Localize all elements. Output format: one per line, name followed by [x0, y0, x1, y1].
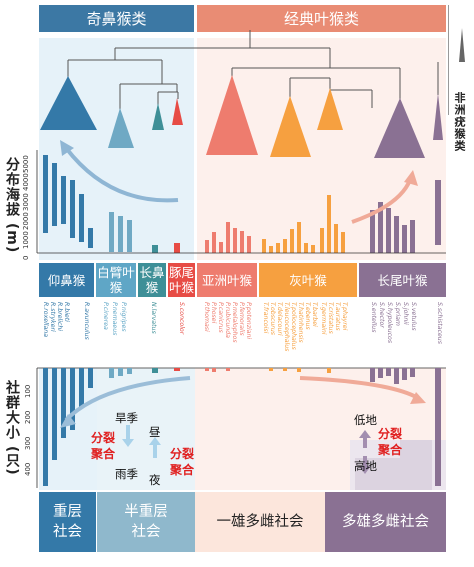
species-name: T.barbei	[311, 302, 318, 327]
category-nasalis: 长鼻猴	[138, 263, 166, 297]
category-presbytis: 亚洲叶猴	[197, 263, 257, 297]
triangle-colobus	[433, 93, 443, 140]
species-name: P.thomasi	[203, 302, 210, 332]
species-name: T.auratus	[334, 302, 341, 331]
group-tick: 100	[24, 384, 32, 398]
species-name: R.roxellana	[42, 302, 49, 338]
wet-season-label: 雨季	[115, 467, 138, 481]
triangle-trachypithecus	[270, 96, 311, 157]
species-name: P.nemaeus	[111, 302, 118, 336]
species-name: S.schistaceus	[436, 302, 443, 344]
african-colobine-label: 非洲疣猴类	[453, 92, 466, 152]
triangle-simias	[172, 98, 183, 125]
category-rhinopithecus: 仰鼻猴	[39, 263, 94, 297]
category-simias: 豚尾叶猴	[168, 263, 195, 297]
species-name: S.hector	[378, 302, 385, 328]
society-multi-male: 多雄多雌社会	[325, 492, 446, 552]
species-name: T.poliocephalus	[290, 302, 297, 350]
lower-bg-semi	[97, 368, 195, 490]
header-colobine-classic: 经典叶猴类	[197, 5, 446, 32]
species-name: S.entellus	[370, 302, 377, 333]
fission-fusion-label: 分裂 聚合	[91, 431, 116, 461]
species-name: R.brelichi	[56, 302, 63, 332]
species-name: S.johnii	[402, 302, 409, 325]
header-colobine-odd-nosed: 奇鼻猴类	[39, 5, 194, 32]
species-name: S.concolor	[178, 302, 185, 335]
lowland-label: 低地	[354, 413, 377, 427]
species-name: N.larvatus	[150, 302, 157, 334]
fission-fusion-label-2: 分裂 聚合	[170, 447, 195, 477]
triangle-semnopithecus	[374, 98, 425, 158]
species-name: P.melalophos	[231, 302, 238, 343]
highland-label: 高地	[354, 459, 377, 473]
triangle-presbytis	[206, 75, 258, 155]
species-name: T.phayrei	[341, 302, 348, 331]
elevation-axis-label: 分布海拔 (m)	[4, 157, 20, 254]
night-label: 夜	[149, 473, 161, 487]
elevation-bars	[43, 155, 441, 253]
lower-bg-left	[39, 368, 97, 490]
species-name: T.ebenus	[304, 302, 311, 330]
triangle-rhinopithecus	[40, 76, 97, 130]
triangle-nasalis	[152, 103, 164, 130]
species-name: T.hatinhensis	[297, 302, 304, 343]
group-tick: 200	[24, 410, 32, 424]
species-name: P.canicrus	[217, 302, 224, 333]
species-name: S.vetulus	[410, 302, 417, 331]
side-divider	[448, 5, 449, 115]
species-name: P.potenziani	[245, 302, 252, 340]
species-name: T.obscurus	[269, 302, 276, 335]
society-semi-multilevel: 半重层 社会	[97, 492, 195, 552]
group-tick: 400	[24, 462, 32, 476]
species-name: P.cinerea	[102, 302, 109, 330]
day-label: 昼	[149, 425, 161, 439]
species-name: P.hosei	[210, 302, 217, 324]
category-pygathrix: 白臂叶猴	[96, 263, 136, 297]
phylogeny-tree	[36, 28, 465, 254]
group-size-axis-label: 社群大小 (只)	[4, 380, 20, 476]
fission-fusion-label-3: 分裂 聚合	[378, 427, 403, 457]
category-trachypithecus: 灰叶猴	[259, 263, 357, 297]
triangle-pygathrix	[108, 108, 134, 148]
species-name: P.nigripes	[120, 302, 127, 332]
category-semnopithecus: 长尾叶猴	[359, 263, 446, 297]
species-name: R.bieti	[63, 302, 70, 322]
species-name: P.femoralis	[238, 302, 245, 336]
species-name: R.strykeri	[49, 302, 56, 332]
species-name: T.germaini	[320, 302, 327, 335]
group-size-bars	[43, 368, 441, 486]
species-name: T.delacouri	[276, 302, 283, 336]
species-name: T.francoisi	[262, 302, 269, 334]
society-multilevel: 重层 社会	[39, 492, 96, 552]
species-name: S.priam	[394, 302, 401, 326]
species-name: T.cristatus	[327, 302, 334, 334]
triangle-trachy2	[317, 88, 343, 130]
society-one-male: 一雄多雌社会	[195, 492, 325, 552]
species-name: T.leucocephalus	[283, 302, 290, 352]
group-tick: 300	[24, 436, 32, 450]
species-name: S.hypoleucos	[386, 302, 393, 344]
species-name: R.avunculus	[83, 302, 90, 340]
dry-season-label: 旱季	[115, 411, 138, 425]
species-name: P.rubicunda	[224, 302, 231, 338]
